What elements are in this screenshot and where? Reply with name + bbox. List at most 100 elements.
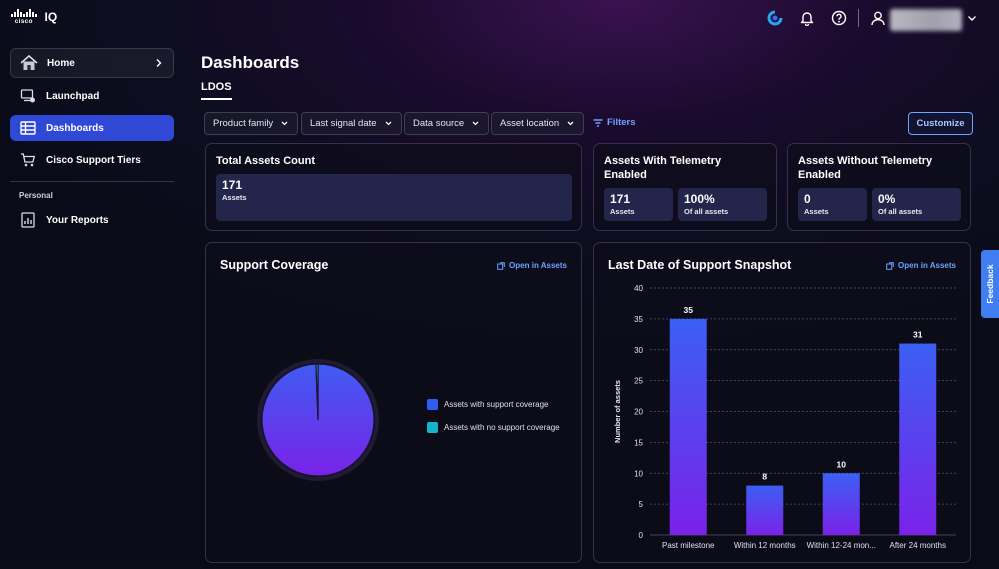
y-tick-label: 15	[634, 438, 643, 447]
y-tick-label: 10	[634, 469, 643, 478]
y-tick-label: 30	[634, 346, 643, 355]
filter-label: Product family	[213, 118, 274, 129]
bar-data-label: 8	[762, 472, 767, 482]
external-link-icon	[497, 261, 505, 270]
stat-percent: 100% Of all assets	[678, 188, 767, 221]
bar[interactable]	[669, 318, 707, 535]
chevron-down-icon	[567, 121, 574, 126]
page-title: Dashboards	[201, 53, 300, 72]
sidebar-item-label: Dashboards	[46, 122, 104, 134]
sidebar-item-dashboards[interactable]: Dashboards	[10, 115, 174, 141]
bar[interactable]	[746, 485, 784, 535]
sidebar-item-label: Home	[47, 57, 75, 69]
y-tick-label: 5	[639, 500, 644, 509]
sidebar: Home Launchpad Dashboards Cisco Support …	[0, 36, 185, 569]
filter-product-family[interactable]: Product family	[204, 112, 299, 135]
pie-slice[interactable]	[315, 363, 319, 421]
help-icon[interactable]	[831, 10, 847, 26]
stat-percent: 0% Of all assets	[872, 188, 961, 221]
app-name: IQ	[44, 10, 58, 24]
y-tick-label: 25	[634, 377, 643, 386]
stat-value: 171	[222, 178, 243, 192]
bar[interactable]	[899, 343, 937, 535]
feedback-tab[interactable]: Feedback	[981, 250, 999, 318]
legend-label: Assets with no support coverage	[444, 423, 560, 432]
top-bar: cisco IQ	[0, 0, 999, 36]
webex-icon[interactable]	[767, 10, 783, 26]
pie-legend: Assets with support coverage Assets with…	[427, 399, 560, 445]
sidebar-section-personal: Personal	[19, 191, 53, 200]
open-in-assets-label: Open in Assets	[898, 261, 956, 270]
sidebar-item-label: Launchpad	[46, 90, 100, 102]
y-axis-label: Number of assets	[613, 380, 622, 443]
user-name-redacted[interactable]	[890, 9, 962, 31]
stat-label: Of all assets	[878, 207, 923, 216]
sidebar-divider	[10, 181, 174, 182]
cisco-wordmark: cisco	[14, 18, 33, 25]
filter-asset-location[interactable]: Asset location	[491, 112, 585, 135]
filter-label: Asset location	[500, 118, 560, 129]
x-tick-label: Within 12-24 mon...	[807, 541, 876, 550]
card-assets-with-telemetry: Assets With Telemetry Enabled 171 Assets…	[593, 143, 777, 231]
stat-label: Of all assets	[684, 207, 729, 216]
tab-ldos[interactable]: LDOS	[201, 81, 232, 100]
stat-assets: 171 Assets	[604, 188, 673, 221]
pie-outline	[257, 359, 379, 481]
filter-data-source[interactable]: Data source	[404, 112, 490, 135]
chevron-down-icon[interactable]	[966, 12, 978, 24]
y-tick-label: 35	[634, 315, 643, 324]
cart-icon	[19, 151, 37, 169]
chevron-down-icon	[281, 121, 288, 126]
feedback-label: Feedback	[985, 264, 995, 304]
x-tick-label: After 24 months	[890, 541, 946, 550]
cisco-iq-logo[interactable]: cisco IQ	[11, 9, 57, 25]
dashboards-icon	[19, 119, 37, 137]
user-icon[interactable]	[870, 10, 886, 26]
stat-total-assets: 171 Assets	[216, 174, 572, 221]
legend-item[interactable]: Assets with no support coverage	[427, 422, 560, 433]
stat-value: 0	[804, 192, 811, 206]
sidebar-item-cisco-support-tiers[interactable]: Cisco Support Tiers	[10, 146, 174, 174]
chart-title: Support Coverage	[220, 258, 329, 272]
stat-label: Assets	[804, 207, 829, 216]
card-title: Assets Without Telemetry Enabled	[798, 155, 933, 181]
cisco-logo: cisco	[11, 9, 37, 25]
stat-label: Assets	[222, 193, 247, 202]
external-link-icon	[886, 261, 894, 270]
stat-assets: 0 Assets	[798, 188, 867, 221]
stat-value: 171	[610, 192, 631, 206]
legend-item[interactable]: Assets with support coverage	[427, 399, 560, 410]
card-total-assets: Total Assets Count 171 Assets	[205, 143, 582, 231]
filter-last-signal-date[interactable]: Last signal date	[301, 112, 402, 135]
card-support-coverage: Support Coverage Open in Assets Assets w…	[205, 242, 582, 563]
legend-swatch	[427, 422, 438, 433]
open-in-assets-link[interactable]: Open in Assets	[497, 261, 567, 270]
filter-label: Data source	[413, 118, 465, 129]
filters-link[interactable]: Filters	[593, 117, 636, 128]
stat-label: Assets	[610, 207, 635, 216]
bar-data-label: 10	[837, 459, 847, 469]
open-in-assets-link[interactable]: Open in Assets	[886, 261, 956, 270]
chart-title: Last Date of Support Snapshot	[608, 258, 792, 272]
sidebar-item-your-reports[interactable]: Your Reports	[10, 206, 174, 234]
bar[interactable]	[822, 473, 860, 535]
customize-button[interactable]: Customize	[908, 112, 973, 135]
home-icon	[20, 54, 38, 72]
filter-icon	[593, 118, 603, 127]
y-tick-label: 20	[634, 408, 643, 417]
filter-label: Last signal date	[310, 118, 377, 129]
sidebar-item-label: Cisco Support Tiers	[46, 154, 141, 166]
bell-icon[interactable]	[799, 10, 815, 26]
sidebar-item-home[interactable]: Home	[10, 48, 174, 78]
card-title: Assets With Telemetry Enabled	[604, 155, 722, 181]
open-in-assets-label: Open in Assets	[509, 261, 567, 270]
card-assets-without-telemetry: Assets Without Telemetry Enabled 0 Asset…	[787, 143, 971, 231]
y-tick-label: 40	[634, 284, 643, 293]
legend-swatch	[427, 399, 438, 410]
sidebar-item-launchpad[interactable]: Launchpad	[10, 82, 174, 110]
filters-link-label: Filters	[607, 117, 636, 128]
stat-value: 100%	[684, 192, 715, 206]
launchpad-icon	[19, 87, 37, 105]
x-tick-label: Past milestone	[662, 541, 715, 550]
support-coverage-pie[interactable]	[256, 358, 380, 482]
